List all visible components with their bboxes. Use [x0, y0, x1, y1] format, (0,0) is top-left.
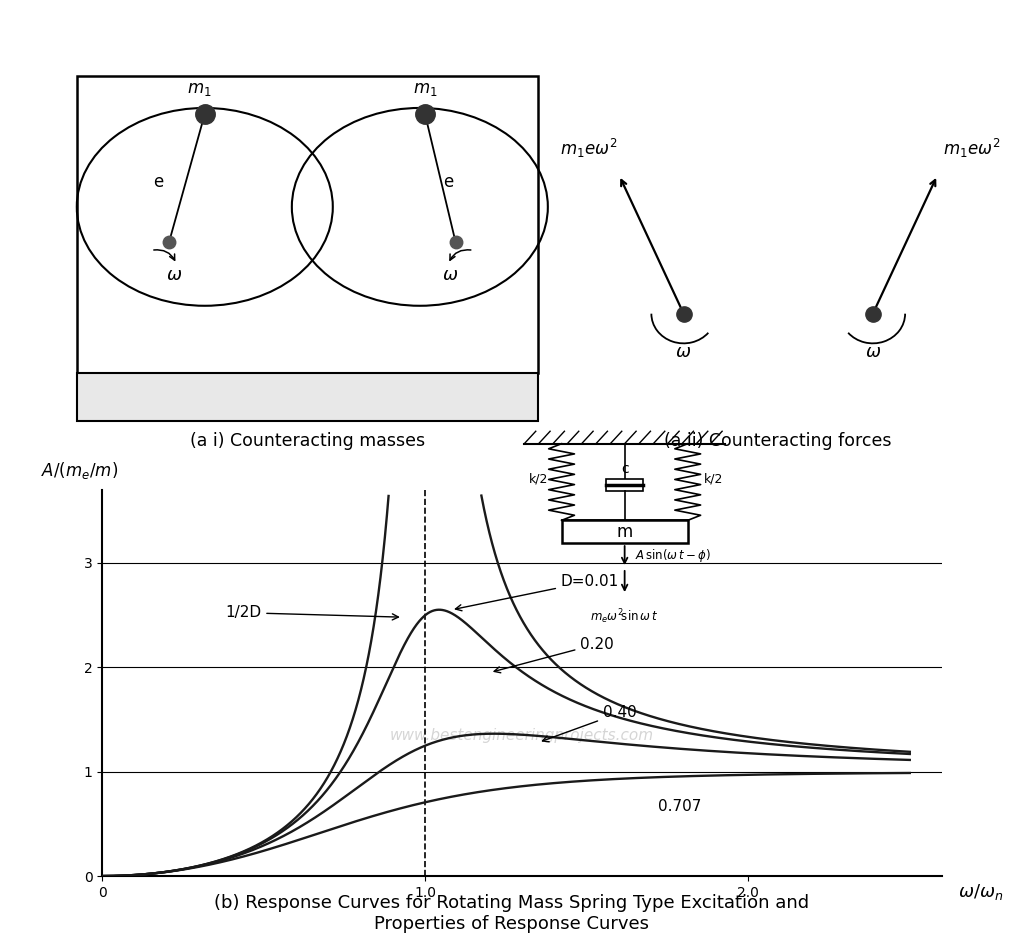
Text: $m_1 e\omega^2$: $m_1 e\omega^2$ [943, 138, 1000, 160]
Text: m: m [616, 523, 633, 541]
Text: (a ii) Counteracting forces: (a ii) Counteracting forces [665, 432, 892, 450]
Text: $m_1$: $m_1$ [187, 80, 212, 98]
Text: $m_e\omega^2\!\sin\omega\, t$: $m_e\omega^2\!\sin\omega\, t$ [591, 608, 658, 626]
Text: k/2: k/2 [529, 472, 548, 485]
Text: $\omega$: $\omega$ [166, 266, 182, 284]
Text: www.bestengineeringprojects.com: www.bestengineeringprojects.com [390, 727, 654, 742]
Bar [561, 520, 688, 544]
Text: 0.707: 0.707 [657, 800, 701, 814]
Bar [77, 373, 538, 420]
Text: D=0.01: D=0.01 [456, 574, 620, 610]
Text: $A/(m_e/m)$: $A/(m_e/m)$ [41, 461, 119, 481]
Text: $A\,\sin(\omega\,t-\phi)$: $A\,\sin(\omega\,t-\phi)$ [635, 547, 711, 564]
Text: (a i) Counteracting masses: (a i) Counteracting masses [189, 432, 425, 450]
Bar [606, 479, 643, 492]
Text: $m_1 e\omega^2$: $m_1 e\omega^2$ [560, 138, 617, 160]
Text: $\omega/\omega_n$: $\omega/\omega_n$ [958, 883, 1004, 902]
Text: e: e [154, 173, 164, 191]
Text: $\omega$: $\omega$ [864, 343, 881, 361]
Text: c: c [621, 462, 629, 476]
Text: 0.20: 0.20 [495, 637, 614, 673]
Text: e: e [442, 173, 454, 191]
Text: $m_1$: $m_1$ [413, 80, 437, 98]
Text: $\omega$: $\omega$ [676, 343, 692, 361]
Bar [77, 76, 538, 373]
Text: k/2: k/2 [703, 472, 723, 485]
Text: $\omega$: $\omega$ [442, 266, 459, 284]
Text: (b) Response Curves for Rotating Mass Spring Type Excitation and
Properties of R: (b) Response Curves for Rotating Mass Sp… [214, 894, 810, 933]
Text: 0.40: 0.40 [543, 706, 637, 741]
Text: 1/2D: 1/2D [225, 605, 398, 620]
